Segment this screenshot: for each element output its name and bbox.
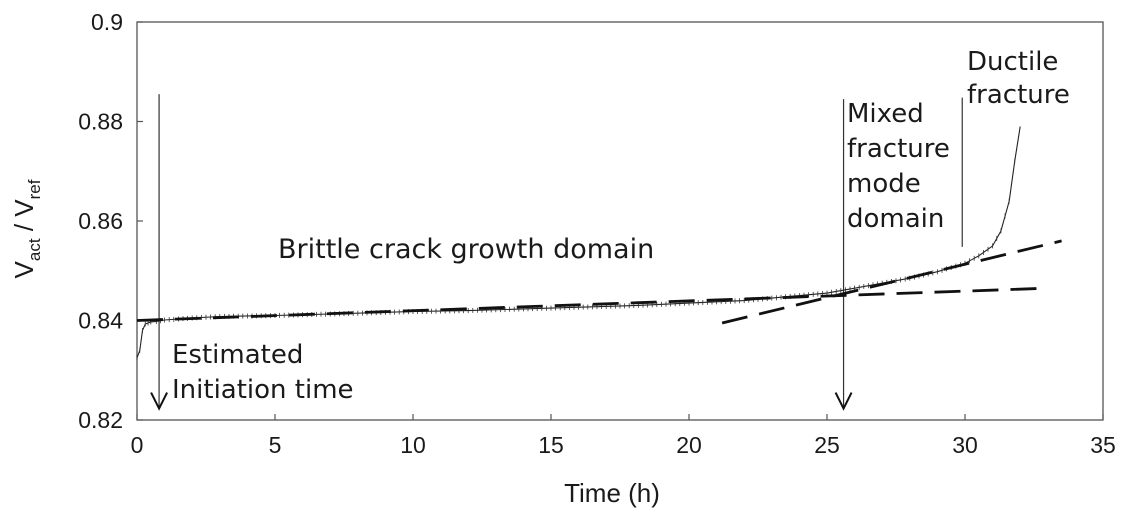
annotation-brittle-domain: Brittle crack growth domain — [278, 234, 654, 265]
trend-line — [721, 239, 1062, 325]
y-tick-label: 0.86 — [78, 208, 123, 234]
y-tick-label: 0.88 — [78, 109, 123, 135]
annotation-ductile-fracture: Ductile fracture — [967, 47, 1070, 110]
x-tick-label: 30 — [952, 432, 978, 458]
y-tick-label: 0.82 — [78, 407, 123, 433]
y-tick-label: 0.9 — [91, 9, 123, 35]
x-tick-label: 35 — [1090, 432, 1116, 458]
annotation-mixed-domain: Mixed fracture mode domain — [847, 99, 950, 234]
y-tick-label: 0.84 — [78, 308, 123, 334]
x-tick-label: 15 — [538, 432, 564, 458]
x-tick-label: 20 — [676, 432, 702, 458]
y-axis-title: Vact / Vref — [9, 179, 44, 278]
x-tick-label: 10 — [400, 432, 426, 458]
x-tick-label: 0 — [131, 432, 144, 458]
x-axis-title: Time (h) — [564, 478, 660, 508]
marker-arrowhead — [834, 392, 853, 411]
x-tick-label: 25 — [814, 432, 840, 458]
marker-arrowhead — [150, 392, 168, 411]
annotation-initiation-time: Estimated Initiation time — [172, 340, 354, 405]
x-tick-label: 5 — [269, 432, 282, 458]
